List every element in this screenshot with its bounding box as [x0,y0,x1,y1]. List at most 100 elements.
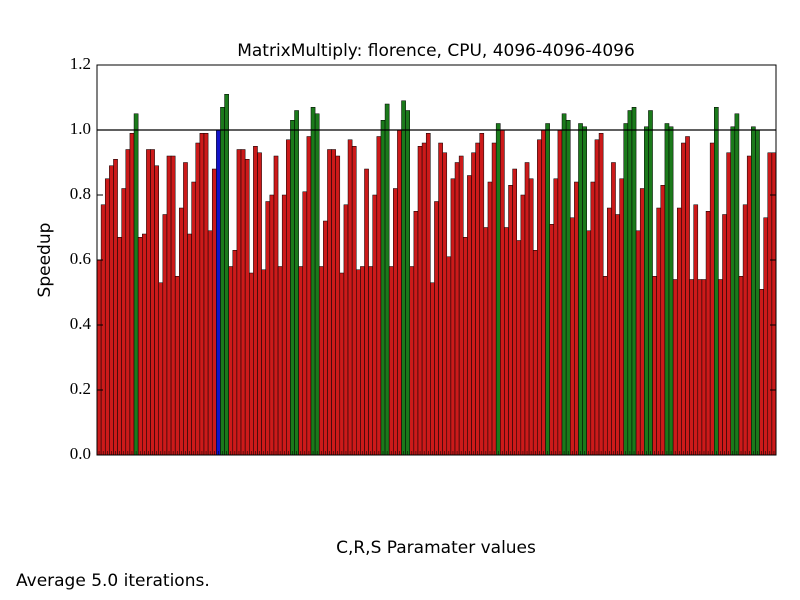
bar [648,110,653,456]
bar [257,152,262,456]
bar [705,211,711,456]
bar [253,146,258,456]
bar [216,129,221,456]
y-tick-label: 0.0 [70,444,91,463]
bar [261,269,266,456]
bar [611,162,616,456]
bar [722,214,727,456]
bar [364,168,369,456]
bar [360,266,365,456]
bar [442,152,448,456]
bar [162,214,168,456]
bar [763,217,769,456]
bar [586,230,592,456]
bar [701,279,707,456]
bar [298,266,304,456]
bar [183,162,188,456]
y-tick-label: 1.2 [70,54,91,73]
bar [644,126,649,456]
bar [607,207,612,456]
bar [532,250,538,456]
bar [166,155,172,456]
bar [401,100,406,456]
bar [191,181,197,456]
bar [520,194,526,456]
bar [220,107,225,456]
bar [569,217,575,456]
bar [96,259,102,456]
bar [347,139,353,456]
bar [146,149,151,456]
bar [668,126,674,456]
bar [446,256,452,456]
bar [759,289,764,456]
bar [471,152,476,456]
footnote: Average 5.0 iterations. [16,571,210,591]
bar [467,175,472,456]
bar [339,272,345,456]
bar [323,220,328,456]
bar [356,269,361,456]
bar [158,282,164,456]
bar [430,282,435,456]
y-tick-label: 0.2 [70,379,91,398]
bar [672,279,678,456]
bar [681,142,686,456]
bar [277,266,283,456]
bar [137,237,143,456]
bar [746,155,752,456]
bar [738,276,744,456]
bar [335,155,341,456]
bar [565,120,571,456]
bar [574,181,579,456]
bar [104,178,110,456]
bar [269,194,275,456]
bar [528,178,534,456]
bar [714,107,719,456]
bar [294,110,299,456]
bar [664,123,670,456]
bar [310,107,316,456]
bar [154,165,159,456]
bar [627,110,633,456]
bar [491,142,497,456]
bar [652,276,657,456]
y-axis-label: Speedup [35,223,55,298]
bar [602,276,608,456]
bar [380,120,386,456]
bar [109,165,114,456]
bar [240,149,246,456]
bar [372,194,378,456]
bar [100,204,106,456]
bar [425,133,431,456]
bar [133,113,139,456]
bar [397,129,402,456]
bar [343,204,349,456]
bar [590,181,596,456]
x-axis-label: C,R,S Paramater values [336,538,536,558]
bar [512,168,517,456]
bar [236,149,242,456]
y-tick-label: 0.6 [70,249,91,268]
bar [199,133,205,456]
bar [635,230,641,456]
bar [438,142,443,456]
bar [541,129,546,456]
bar [409,266,415,456]
bar [384,103,390,456]
bar [125,149,131,456]
bar [689,279,694,456]
bar [179,207,184,456]
bar [207,230,213,456]
bar [615,214,620,456]
bar [557,129,563,456]
bar [693,204,699,456]
bar [594,139,600,456]
bar [742,204,748,456]
bar [709,142,715,456]
bar [434,201,439,456]
bar [545,123,550,456]
bar [306,136,312,456]
bar [232,250,238,456]
